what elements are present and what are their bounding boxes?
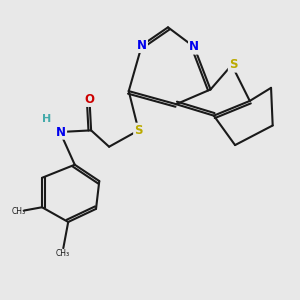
Text: S: S (229, 58, 238, 71)
Text: O: O (85, 93, 94, 106)
Text: N: N (56, 125, 66, 139)
Text: CH₃: CH₃ (12, 207, 26, 216)
Text: N: N (189, 40, 199, 53)
Text: H: H (42, 114, 52, 124)
Text: CH₃: CH₃ (55, 249, 69, 258)
Text: N: N (137, 39, 147, 52)
Text: S: S (134, 124, 143, 137)
